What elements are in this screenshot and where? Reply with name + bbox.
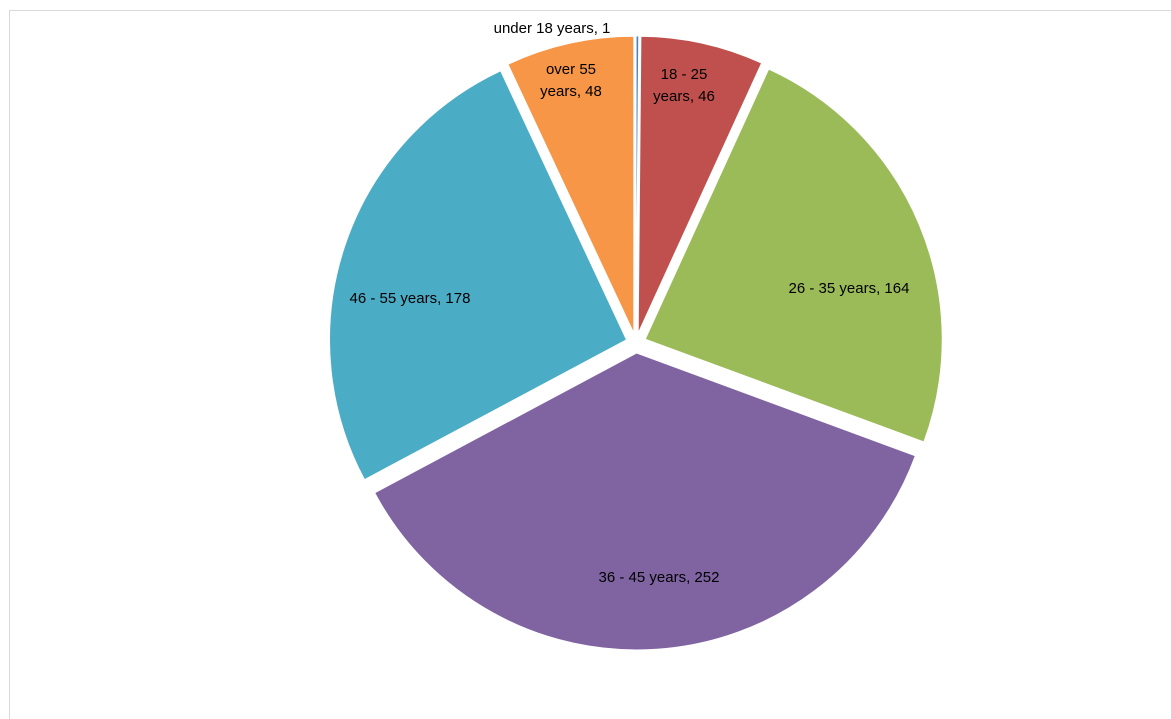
pie-slice-under-18-years bbox=[635, 35, 640, 334]
pie-slice-46-55-years bbox=[329, 70, 628, 481]
pie-slice-over-55-years bbox=[507, 35, 635, 334]
data-label-over-55-years: over 55 years, 48 bbox=[540, 61, 602, 100]
data-label-26-35-years: 26 - 35 years, 164 bbox=[789, 280, 910, 297]
data-label-18-25-years: 18 - 25 years, 46 bbox=[653, 66, 715, 105]
data-label-under-18-years: under 18 years, 1 bbox=[494, 20, 611, 37]
pie-slice-18-25-years bbox=[637, 35, 763, 334]
data-label-46-55-years: 46 - 55 years, 178 bbox=[350, 290, 471, 307]
data-label-36-45-years: 36 - 45 years, 252 bbox=[599, 569, 720, 586]
pie-slice-36-45-years bbox=[373, 352, 916, 651]
pie-slice-26-35-years bbox=[644, 68, 943, 443]
